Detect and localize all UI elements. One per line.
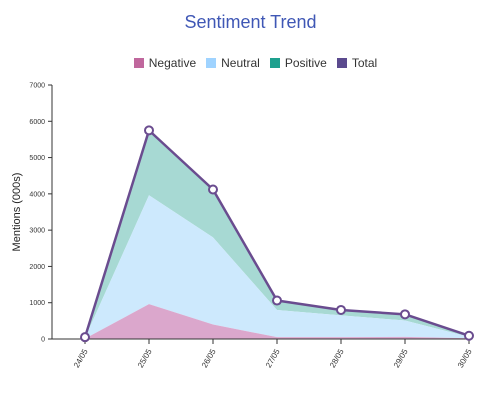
- y-tick-label: 1000: [29, 300, 45, 307]
- legend-label-total: Total: [351, 56, 378, 70]
- y-tick-label: 5000: [29, 155, 45, 162]
- x-tick-label: 27/05: [264, 347, 282, 369]
- y-axis-title: Mentions (000s): [11, 173, 23, 252]
- x-tick-label: 26/05: [200, 347, 218, 369]
- legend-swatch-positive: [269, 58, 280, 68]
- y-tick-label: 6000: [29, 119, 45, 126]
- legend-item-neutral[interactable]: Neutral: [206, 56, 260, 70]
- x-tick-label: 29/05: [392, 347, 410, 369]
- x-tick-label: 28/05: [328, 347, 346, 369]
- area-positive: [85, 130, 469, 338]
- legend-item-total[interactable]: Total: [336, 56, 378, 70]
- legend-item-positive[interactable]: Positive: [269, 56, 327, 70]
- y-tick-label: 2000: [29, 264, 45, 271]
- legend-swatch-negative: [133, 58, 144, 68]
- y-tick-label: 3000: [29, 228, 45, 235]
- y-tick-label: 7000: [29, 83, 45, 90]
- x-tick-label: 25/05: [136, 347, 154, 369]
- data-point-total: [144, 125, 154, 136]
- legend-item-negative[interactable]: Negative: [133, 56, 197, 70]
- data-point-total: [208, 184, 218, 195]
- y-tick-label: 0: [41, 337, 45, 344]
- area-negative: [85, 304, 469, 339]
- legend-swatch-total: [336, 58, 347, 68]
- data-point-total: [272, 295, 282, 306]
- x-tick-label: 30/05: [456, 347, 474, 369]
- y-tick-label: 4000: [29, 191, 45, 198]
- data-point-total: [400, 309, 410, 320]
- data-point-total: [80, 332, 90, 343]
- legend-label-neutral: Neutral: [221, 56, 260, 70]
- data-point-total: [464, 330, 474, 341]
- x-tick-label: 24/05: [72, 347, 90, 369]
- chart-legend: Negative Neutral Positive Total: [0, 56, 501, 70]
- chart-title: Sentiment Trend: [184, 12, 317, 32]
- legend-label-positive: Positive: [284, 56, 327, 70]
- data-point-total: [336, 304, 346, 315]
- legend-label-negative: Negative: [148, 56, 197, 70]
- area-neutral: [85, 195, 469, 339]
- legend-swatch-neutral: [206, 58, 217, 68]
